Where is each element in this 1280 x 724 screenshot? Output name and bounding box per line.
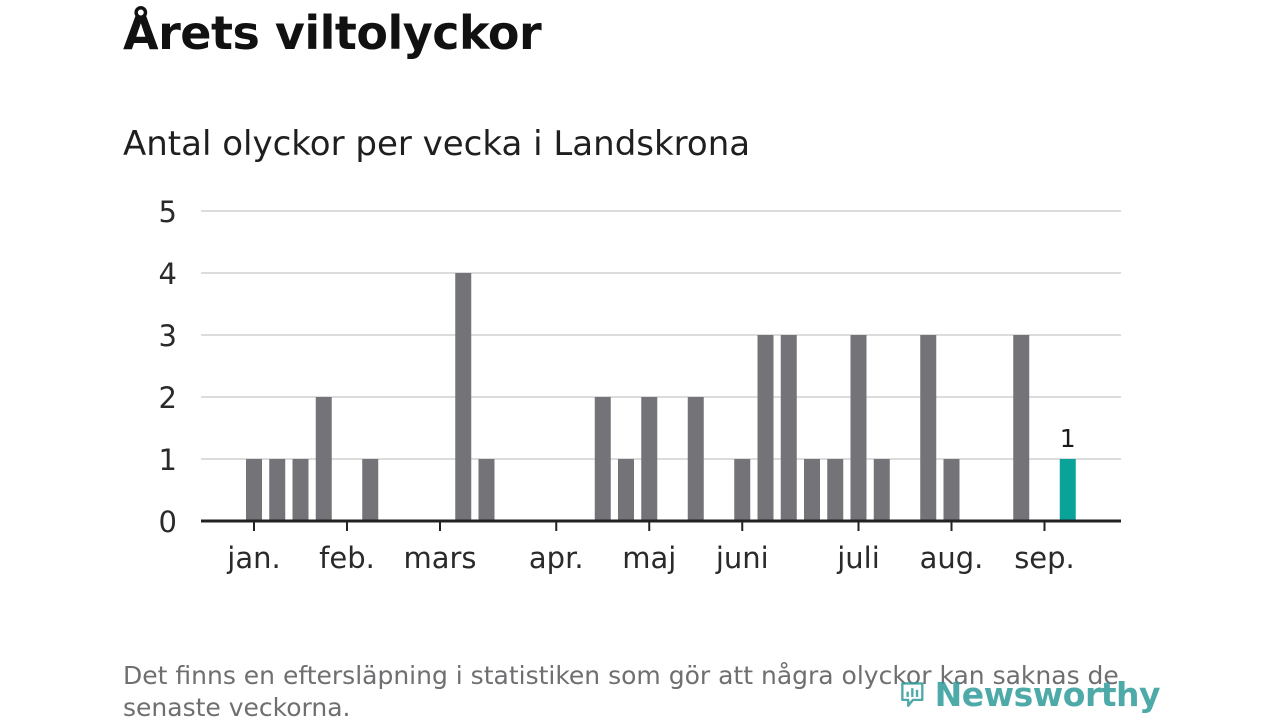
footnote: Det finns en eftersläpning i statistiken… (123, 661, 1119, 722)
bar (920, 335, 937, 521)
highlight-bar (1059, 459, 1076, 521)
data-label: 1 (1060, 424, 1076, 453)
x-tick-label: apr. (529, 541, 584, 575)
bar (850, 335, 867, 521)
x-tick-label: feb. (319, 541, 375, 575)
x-tick-label: sep. (1014, 541, 1075, 575)
x-tick-label: juni (715, 541, 769, 575)
bar (246, 459, 262, 521)
bar (780, 335, 797, 521)
x-tick-label: jan. (226, 541, 280, 575)
bar (827, 459, 844, 521)
logo-text: Newsworthy (934, 674, 1161, 714)
chart-subtitle: Antal olyckor per vecka i Landskrona (123, 124, 751, 164)
bar (315, 397, 332, 521)
y-tick-label: 4 (159, 257, 177, 291)
newsworthy-logo: Newsworthy (900, 668, 1161, 720)
bar (734, 459, 751, 521)
y-tick-label: 0 (159, 505, 177, 539)
newsworthy-logo-icon (901, 682, 924, 707)
x-tick-label: mars (403, 541, 476, 575)
bar (1013, 335, 1030, 521)
bar (478, 459, 495, 521)
bar (455, 273, 472, 521)
bar (943, 459, 960, 521)
x-tick-label: aug. (920, 541, 984, 575)
bar (641, 397, 658, 521)
bar (292, 459, 309, 521)
y-tick-label: 1 (159, 443, 177, 477)
bar (873, 459, 890, 521)
bar (269, 459, 286, 521)
bar (687, 397, 704, 521)
chart-title: Årets viltolyckor (123, 6, 542, 60)
x-tick-label: juli (836, 541, 880, 575)
x-tick-label: maj (622, 541, 676, 575)
y-tick-label: 2 (159, 381, 177, 415)
bar (757, 335, 774, 521)
y-tick-label: 3 (159, 319, 177, 353)
bar (362, 459, 379, 521)
bar-chart: 0 1 2 3 4 5 1 jan. feb. mars apr. maj juni juli aug. se… (159, 195, 1121, 575)
bar (594, 397, 611, 521)
bar (804, 459, 820, 521)
bar (618, 459, 634, 521)
y-tick-label: 5 (159, 195, 177, 229)
